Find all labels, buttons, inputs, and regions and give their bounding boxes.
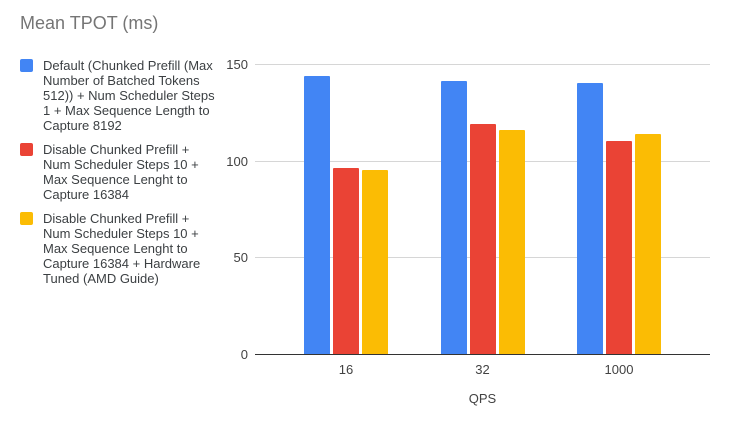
legend-item-hardware-tuned: Disable Chunked Prefill + Num Scheduler … [20, 211, 230, 286]
y-tick-label-100: 100 [226, 153, 248, 169]
x-tick-label-32: 32 [475, 362, 490, 377]
y-tick-label-150: 150 [226, 57, 248, 72]
legend-label: Default (Chunked Prefill (Max Number of … [43, 58, 215, 133]
x-tick-label-16: 16 [338, 362, 354, 377]
y-tick-label-50: 50 [233, 250, 248, 266]
legend-swatch-yellow [20, 212, 33, 225]
bar-group-32 [440, 81, 525, 354]
legend: Default (Chunked Prefill (Max Number of … [20, 58, 230, 286]
bar-series1-qps1000 [577, 83, 603, 354]
bar-series3-qps32 [498, 129, 525, 354]
legend-label: Disable Chunked Prefill + Num Scheduler … [43, 142, 199, 202]
x-tick-label-1000: 1000 [604, 362, 634, 377]
bar-group-16 [304, 75, 388, 354]
bar-series2-qps32 [469, 123, 496, 354]
bar-series1-qps16 [304, 75, 330, 354]
legend-label: Disable Chunked Prefill + Num Scheduler … [43, 211, 201, 286]
legend-swatch-red [20, 143, 33, 156]
legend-item-disable-chunked-prefill: Disable Chunked Prefill + Num Scheduler … [20, 142, 230, 202]
plot-area: 16 32 1000 QPS 0 50 100 150 [226, 57, 710, 406]
bar-series3-qps1000 [635, 133, 661, 354]
bar-series3-qps16 [362, 170, 388, 354]
y-tick-label-0: 0 [240, 347, 248, 362]
bar-series2-qps1000 [606, 141, 632, 354]
legend-swatch-blue [20, 59, 33, 72]
gridline-150 [255, 64, 710, 65]
legend-item-default-config: Default (Chunked Prefill (Max Number of … [20, 58, 230, 133]
bar-series2-qps16 [333, 168, 359, 354]
bar-series1-qps32 [440, 81, 467, 354]
bar-group-1000 [577, 83, 661, 354]
x-axis-title: QPS [468, 391, 497, 406]
chart-title: Mean TPOT (ms) [20, 13, 159, 33]
